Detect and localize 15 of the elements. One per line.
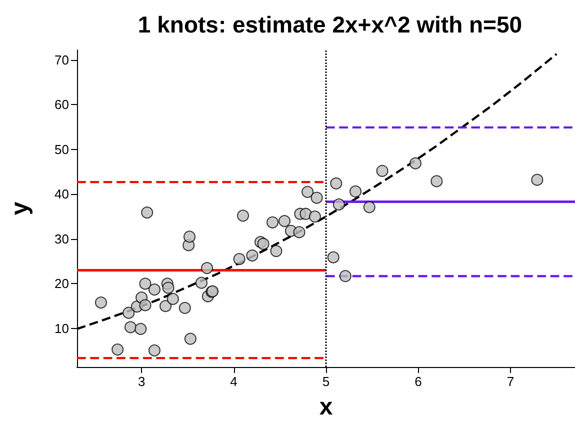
x-tick-label: 6 [414,374,422,389]
y-tick-label: 10 [54,320,69,336]
y-tick-label: 30 [54,231,69,246]
x-tick-label: 5 [322,374,330,389]
x-tick-label: 7 [506,374,514,389]
y-tick-label: 60 [54,97,69,112]
y-tick-label: 50 [54,142,69,157]
chart-title: 1 knots: estimate 2x+x^2 with n=50 [138,12,522,38]
y-tick-label: 40 [54,186,69,202]
x-tick-label: 4 [230,374,238,389]
y-axis-title: y [6,201,34,216]
x-tick-label: 3 [138,374,146,389]
y-tick-label: 70 [54,52,69,68]
x-axis-title: x [319,394,334,420]
y-tick-label: 20 [54,276,69,292]
